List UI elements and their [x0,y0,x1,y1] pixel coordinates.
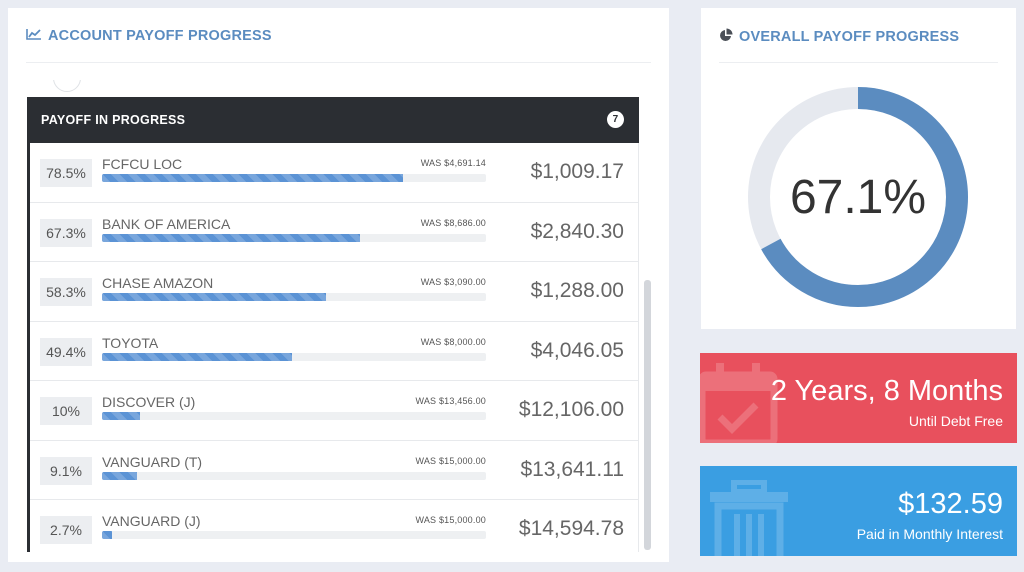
account-row[interactable]: 67.3% BANK OF AMERICA WAS $8,686.00 $2,840.… [30,202,639,262]
title-divider [719,62,998,63]
account-progress-bar [102,233,486,242]
debt-free-caption: Until Debt Free [908,413,1003,429]
account-row[interactable]: 58.3% CHASE AMAZON WAS $3,090.00 $1,288.00 [30,262,639,322]
trash-icon [710,480,788,556]
section-header-payoff-in-progress[interactable]: PAYOFF IN PROGRESS 7 [27,97,639,143]
debt-free-card: 2 Years, 8 Months Until Debt Free [700,353,1017,443]
account-name: BANK OF AMERICA [102,215,231,232]
account-percent-badge: 58.3% [40,278,92,306]
account-payoff-title-text: ACCOUNT PAYOFF PROGRESS [48,28,272,44]
overall-payoff-title: OVERALL PAYOFF PROGRESS [719,28,959,46]
account-balance: $4,046.05 [530,338,624,362]
calendar-check-icon [700,363,778,443]
account-balance: $14,594.78 [518,517,624,540]
account-row[interactable]: 49.4% TOYOTA WAS $8,000.00 $4,046.05 [30,321,639,381]
account-name: FCFCU LOC [102,156,183,172]
account-name: CHASE AMAZON [102,275,214,291]
account-original-balance: WAS $13,456.00 [415,396,486,406]
account-progress-bar [102,352,486,361]
account-percent-badge: 49.4% [40,337,92,366]
account-original-balance: WAS $3,090.00 [420,277,486,287]
title-divider [26,62,651,63]
account-progress-fill [102,531,113,539]
account-progress-bar [102,174,486,182]
account-progress-fill [102,174,404,182]
account-progress-bar [102,471,486,480]
account-original-balance: WAS $8,000.00 [420,336,486,347]
account-original-balance: WAS $15,000.00 [415,515,486,525]
account-name: TOYOTA [102,334,159,351]
account-progress-bar [102,531,486,539]
account-progress-fill [102,293,326,301]
account-percent-badge: 10% [40,397,92,425]
account-balance: $13,641.11 [520,457,624,481]
account-rows: 78.5% FCFCU LOC WAS $4,691.14 $1,009.17 67.3… [27,143,639,552]
account-balance: $12,106.00 [518,398,624,421]
monthly-interest-amount: $132.59 [898,488,1003,520]
account-name: DISCOVER (J) [102,394,196,410]
account-row[interactable]: 9.1% VANGUARD (T) WAS $15,000.00 $13,641.11 [30,440,639,500]
list-scrollbar[interactable] [644,280,651,550]
account-original-balance: WAS $4,691.14 [420,158,486,168]
account-progress-bar [102,293,486,301]
account-progress-bar [102,412,486,420]
monthly-interest-card: $132.59 Paid in Monthly Interest [700,466,1017,556]
account-percent-badge: 78.5% [40,159,92,187]
account-name: VANGUARD (T) [102,453,203,470]
pie-chart-icon [719,28,733,46]
account-original-balance: WAS $8,686.00 [420,217,486,228]
donut-progress-arc [748,87,968,307]
account-progress-fill [102,412,141,420]
section-count-badge: 7 [607,111,624,128]
line-chart-icon [26,28,42,44]
payoff-donut-chart [748,87,968,307]
account-balance: $2,840.30 [530,219,624,243]
account-original-balance: WAS $15,000.00 [415,455,486,466]
account-payoff-panel: ACCOUNT PAYOFF PROGRESS PAYOFF IN PROGRE… [8,8,669,562]
account-progress-fill [102,471,137,480]
account-percent-badge: 67.3% [40,218,92,247]
account-payoff-title: ACCOUNT PAYOFF PROGRESS [26,28,272,44]
account-progress-fill [102,233,361,242]
account-percent-badge: 2.7% [40,516,92,544]
account-row[interactable]: 2.7% VANGUARD (J) WAS $15,000.00 $14,594.78 [30,500,639,552]
account-percent-badge: 9.1% [40,456,92,485]
overall-percent-label: 67.1% [789,170,927,224]
account-progress-fill [102,352,292,361]
collapsed-section-indicator [53,80,81,92]
monthly-interest-caption: Paid in Monthly Interest [856,526,1003,542]
section-header-label: PAYOFF IN PROGRESS [41,113,186,127]
account-balance: $1,009.17 [530,160,624,183]
overall-payoff-title-text: OVERALL PAYOFF PROGRESS [739,29,960,45]
debt-free-duration: 2 Years, 8 Months [770,375,1003,407]
account-list-scroll-area[interactable]: PAYOFF IN PROGRESS 7 78.5% FCFCU LOC WAS $… [27,80,640,552]
account-row[interactable]: 10% DISCOVER (J) WAS $13,456.00 $12,106.00 [30,381,639,441]
overall-payoff-panel: OVERALL PAYOFF PROGRESS 67.1% [701,8,1016,329]
account-row[interactable]: 78.5% FCFCU LOC WAS $4,691.14 $1,009.17 [30,143,639,203]
account-balance: $1,288.00 [530,279,624,302]
account-name: VANGUARD (J) [102,513,201,529]
